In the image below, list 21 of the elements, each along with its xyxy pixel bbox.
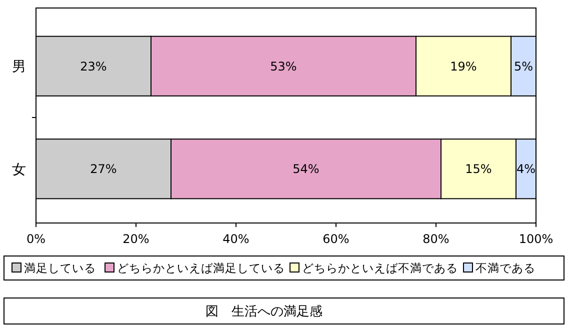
x-tick-label: 60% bbox=[322, 232, 350, 246]
text: 53% bbox=[270, 59, 297, 74]
y-tick-label: 男 bbox=[12, 59, 26, 76]
x-tick-label: 80% bbox=[422, 232, 450, 246]
legend-label: 不満である bbox=[476, 261, 536, 276]
text: 19% bbox=[450, 59, 477, 74]
x-tick-label: 40% bbox=[222, 232, 250, 246]
legend-label: どちらかといえば不満である bbox=[302, 261, 458, 276]
text: 5% bbox=[514, 59, 534, 74]
text: 54% bbox=[292, 162, 320, 176]
x-tick-label: 20% bbox=[122, 232, 150, 246]
x-tick-label: 0% bbox=[26, 232, 46, 246]
x-tick-label: 100% bbox=[518, 232, 554, 246]
text: 23% bbox=[80, 59, 107, 74]
legend-label: どちらかといえば満足している bbox=[117, 261, 285, 276]
text: 15% bbox=[465, 162, 492, 176]
legend-label: 満足している bbox=[24, 261, 96, 276]
text: 図 生活への満足感 bbox=[206, 304, 322, 320]
text: 27% bbox=[90, 162, 117, 176]
y-tick-label: 女 bbox=[12, 162, 26, 178]
text: 4% bbox=[516, 162, 536, 176]
